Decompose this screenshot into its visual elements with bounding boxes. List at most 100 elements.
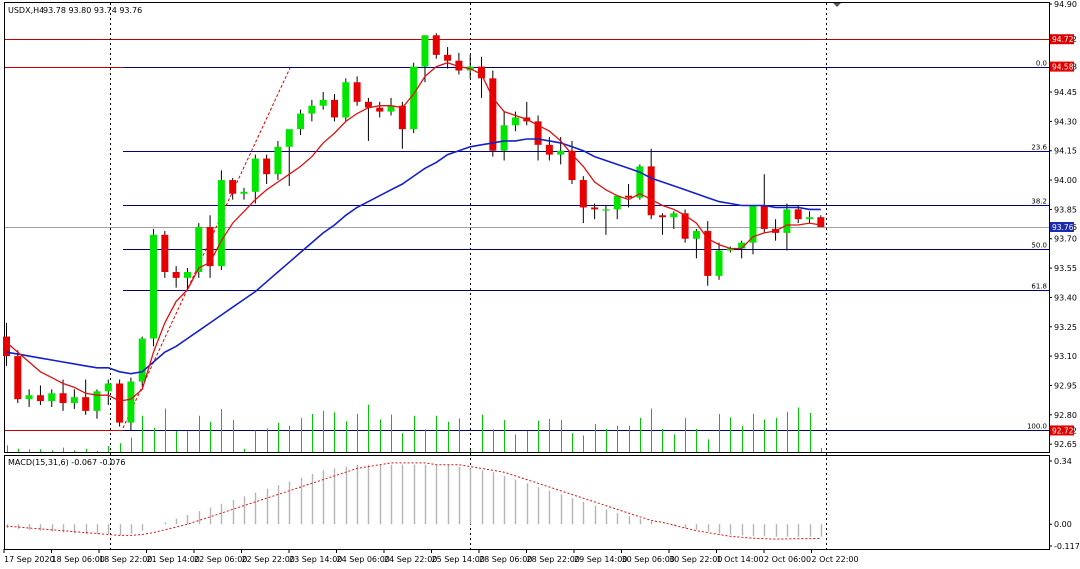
candle-body: [3, 336, 10, 357]
candle: [466, 54, 474, 79]
macd-indicator: [6, 462, 823, 540]
candle-body: [681, 213, 689, 239]
fib-level-label: 38.2: [1031, 198, 1047, 206]
candle-body: [229, 180, 237, 194]
candle: [715, 242, 723, 280]
symbol-label: USDX,H4: [8, 6, 44, 15]
candle-body: [274, 146, 282, 175]
candle-body: [263, 158, 271, 175]
candle-body: [82, 397, 90, 411]
candle: [240, 187, 248, 200]
candle: [36, 385, 44, 406]
candle-body: [195, 227, 203, 272]
candle-body: [217, 180, 225, 267]
candle-body: [602, 209, 610, 211]
price-tick-label: 93.85: [1054, 205, 1077, 214]
level-price-tag-label: 94.72: [1052, 35, 1074, 44]
candle-body: [726, 248, 734, 251]
candle-body: [738, 242, 746, 249]
candle-body: [93, 391, 101, 411]
candle-body: [783, 209, 791, 233]
candle-body: [353, 82, 361, 102]
candle: [817, 215, 825, 227]
price-tick-label: 94.15: [1054, 147, 1077, 156]
time-tick-label: 29 Sep 14:00: [574, 555, 627, 564]
candle-body: [715, 250, 723, 276]
fibonacci-trendline: [122, 67, 291, 429]
candle: [116, 379, 124, 427]
candle-body: [670, 213, 678, 218]
candle-body: [478, 66, 486, 79]
candle: [806, 211, 814, 224]
candle-body: [636, 166, 644, 198]
ma-fast-line: [6, 62, 821, 402]
candle: [48, 389, 56, 407]
candle: [613, 195, 621, 220]
candle-body: [749, 205, 757, 243]
candle: [138, 336, 146, 386]
candle: [93, 389, 101, 419]
candle: [738, 240, 746, 259]
fib-level-label: 0.0: [1036, 60, 1047, 68]
candle: [342, 78, 350, 122]
ohlc-readout: 93.78 93.80 93.74 93.76: [43, 6, 142, 15]
candle-body: [161, 234, 169, 272]
candle-body: [545, 144, 553, 155]
candle-body: [455, 60, 463, 71]
candle: [692, 228, 700, 259]
candle: [726, 246, 734, 253]
level-price-tag: [1050, 425, 1074, 436]
chart-shift-marker-icon: [833, 3, 841, 7]
candle-body: [557, 150, 565, 155]
candle: [398, 101, 406, 149]
candle-body: [285, 129, 293, 147]
candle-body: [70, 397, 78, 404]
candle: [421, 35, 429, 83]
candle-body: [150, 234, 158, 339]
candle: [670, 211, 678, 229]
candle-body: [59, 393, 67, 404]
candle-body: [48, 393, 56, 402]
macd-tick-label: 0.34: [1054, 457, 1072, 466]
macd-signal-line: [6, 462, 821, 540]
candle-body: [36, 395, 44, 402]
candle: [82, 379, 90, 415]
candle: [3, 322, 10, 366]
candle: [330, 93, 338, 122]
level-price-tag-label: 92.72: [1052, 426, 1074, 435]
candle-body: [127, 381, 135, 423]
price-tick-label: 93.40: [1054, 293, 1077, 302]
price-tick-label: 92.80: [1054, 411, 1077, 420]
candle: [297, 109, 305, 136]
candle: [387, 97, 395, 116]
price-tick-label: 94.45: [1054, 88, 1077, 97]
candle: [104, 379, 112, 406]
candle: [195, 223, 203, 278]
candle-body: [658, 215, 666, 218]
level-lines: 0.0 23.6 38.2 50.0 61.8 100.0: [5, 39, 1049, 431]
candle-body: [511, 117, 519, 126]
price-tick-label: 94.90: [1054, 0, 1077, 9]
time-tick-label: 2 Oct 06:00: [764, 555, 811, 564]
time-tick-label: 28 Sep 06:00: [479, 555, 532, 564]
candle-body: [138, 338, 146, 382]
candle: [127, 377, 135, 431]
candle-body: [398, 105, 406, 130]
volume-bars: [7, 404, 822, 452]
candle: [206, 215, 214, 278]
ma-slow-line: [6, 138, 821, 375]
candle: [410, 62, 418, 134]
session-separators: [110, 3, 827, 549]
candle-body: [591, 207, 599, 210]
time-tick-label: 21 Sep 14:00: [147, 555, 200, 564]
candle-body: [25, 395, 33, 400]
candle: [794, 205, 802, 224]
candle: [760, 174, 768, 233]
candle-body: [647, 166, 655, 216]
candle-body: [14, 356, 22, 400]
candle: [376, 101, 384, 118]
price-tick-label: 94.30: [1054, 117, 1077, 126]
price-tick-label: 94.00: [1054, 176, 1077, 185]
